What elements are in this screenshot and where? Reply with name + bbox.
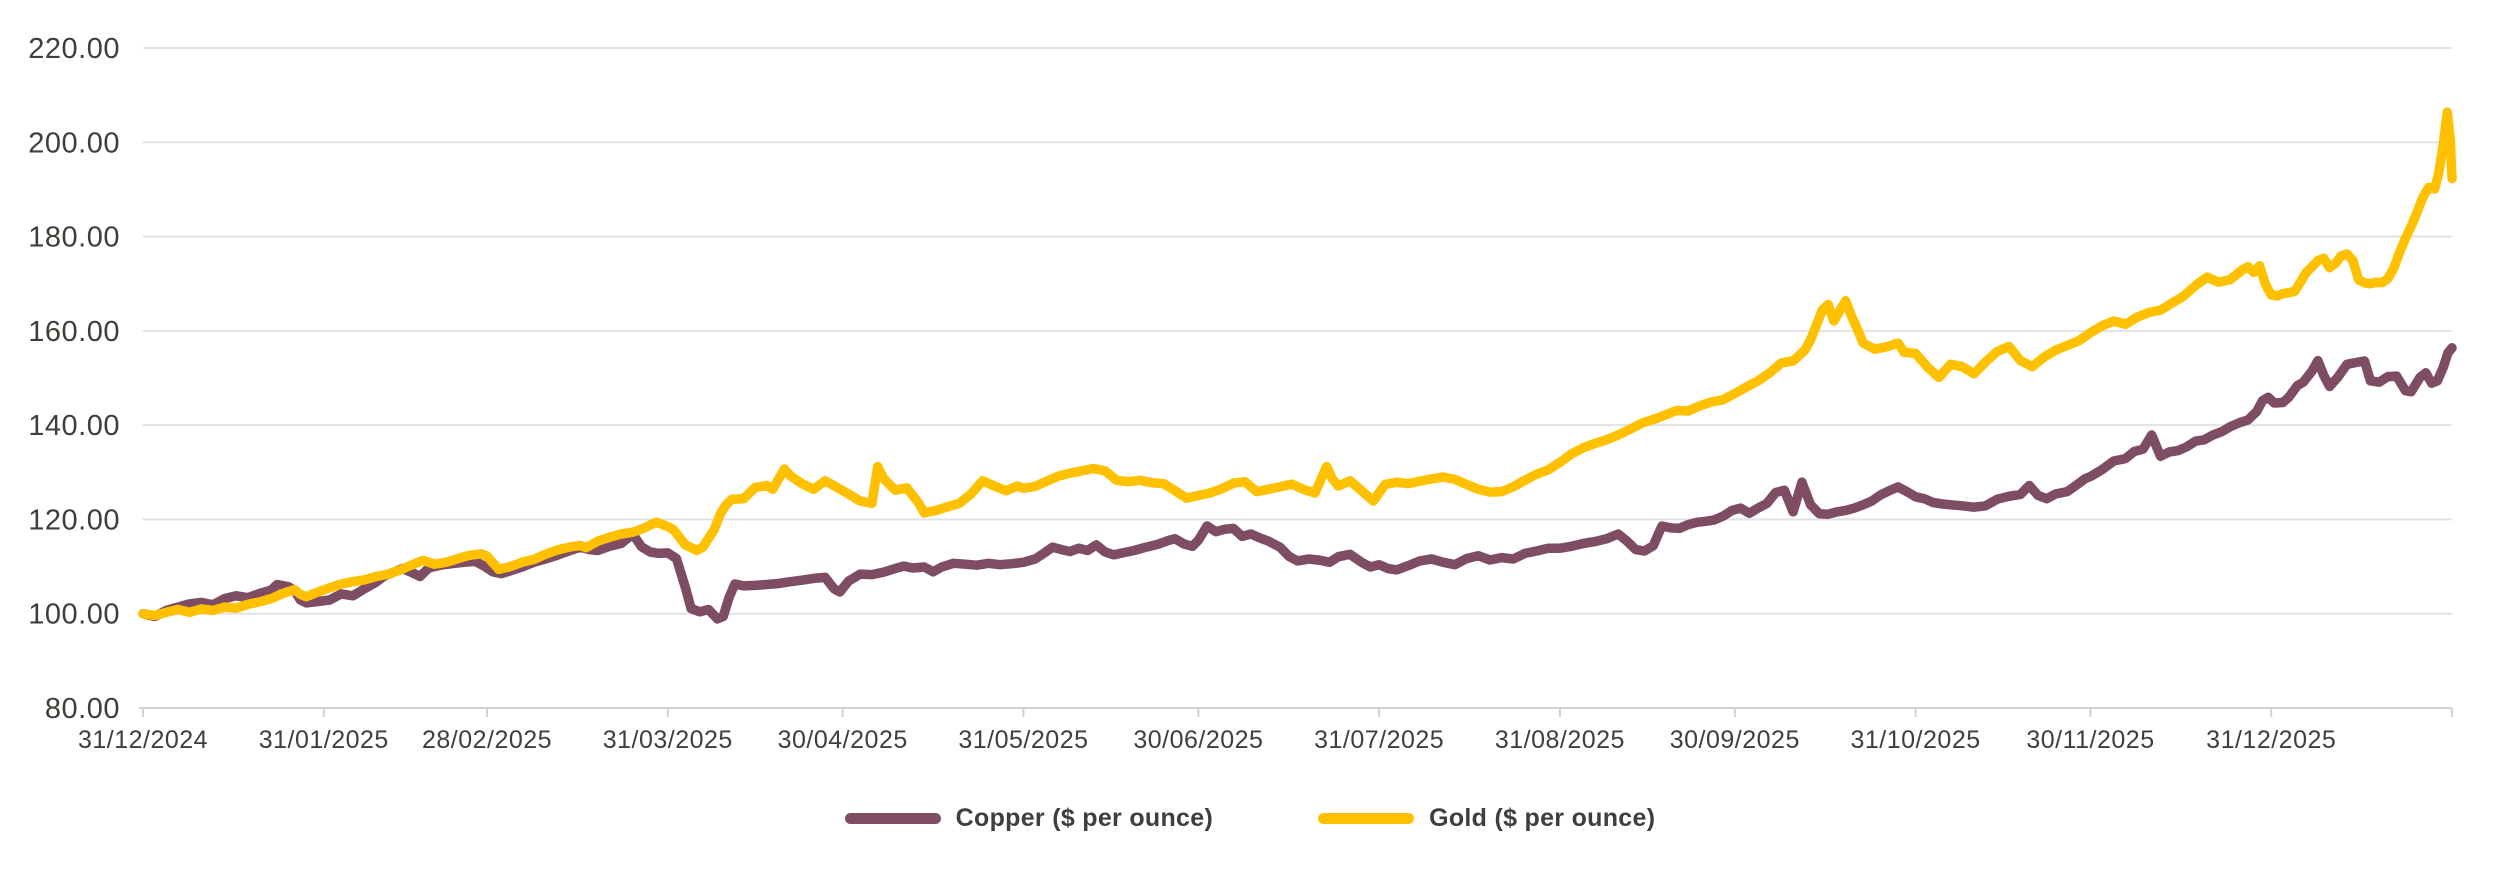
y-tick-label: 80.00 xyxy=(45,693,120,725)
x-tick-label: 30/11/2025 xyxy=(2026,726,2154,754)
x-tick-label: 31/08/2025 xyxy=(1495,726,1625,754)
x-tick-label: 30/09/2025 xyxy=(1670,726,1800,754)
legend-item-gold: Gold ($ per ounce) xyxy=(1318,804,1655,833)
y-tick-label: 180.00 xyxy=(28,222,120,254)
x-tick-label: 31/12/2024 xyxy=(78,726,208,754)
x-axis: 31/12/2024 31/01/2025 28/02/2025 31/03/2025… xyxy=(78,707,2453,754)
x-tick-label: 31/01/2025 xyxy=(259,726,389,754)
x-tick-label: 30/06/2025 xyxy=(1133,726,1263,754)
legend-item-copper: Copper ($ per ounce) xyxy=(844,803,1214,833)
x-tick-label: 31/05/2025 xyxy=(958,726,1088,754)
copper-swatch-icon xyxy=(844,812,941,824)
gold-line xyxy=(138,107,2457,621)
x-tick-label: 31/12/2025 xyxy=(2206,726,2336,754)
legend-label-copper: Copper ($ per ounce) xyxy=(955,803,1214,832)
legend-label-gold: Gold ($ per ounce) xyxy=(1429,803,1656,832)
gridlines xyxy=(143,47,2452,615)
y-axis-labels: 80.00 100.00 120.00 140.00 160.00 180.00 200.0… xyxy=(28,33,120,725)
y-tick-label: 120.00 xyxy=(28,504,120,536)
y-tick-label: 140.00 xyxy=(28,410,120,442)
y-tick-label: 160.00 xyxy=(28,316,120,348)
x-tick-label: 30/04/2025 xyxy=(778,726,908,754)
gold-swatch-icon xyxy=(1318,812,1415,824)
x-tick-label: 31/10/2025 xyxy=(1851,726,1981,754)
x-tick-label: 28/02/2025 xyxy=(422,726,552,754)
y-tick-label: 200.00 xyxy=(28,127,120,159)
x-tick-label: 31/07/2025 xyxy=(1314,726,1444,754)
data-series xyxy=(138,107,2457,624)
y-tick-label: 220.00 xyxy=(28,33,120,65)
x-tick-label: 31/03/2025 xyxy=(603,726,733,754)
y-tick-label: 100.00 xyxy=(28,599,120,631)
chart-legend: Copper ($ per ounce) Gold ($ per ounce) xyxy=(0,794,2500,842)
